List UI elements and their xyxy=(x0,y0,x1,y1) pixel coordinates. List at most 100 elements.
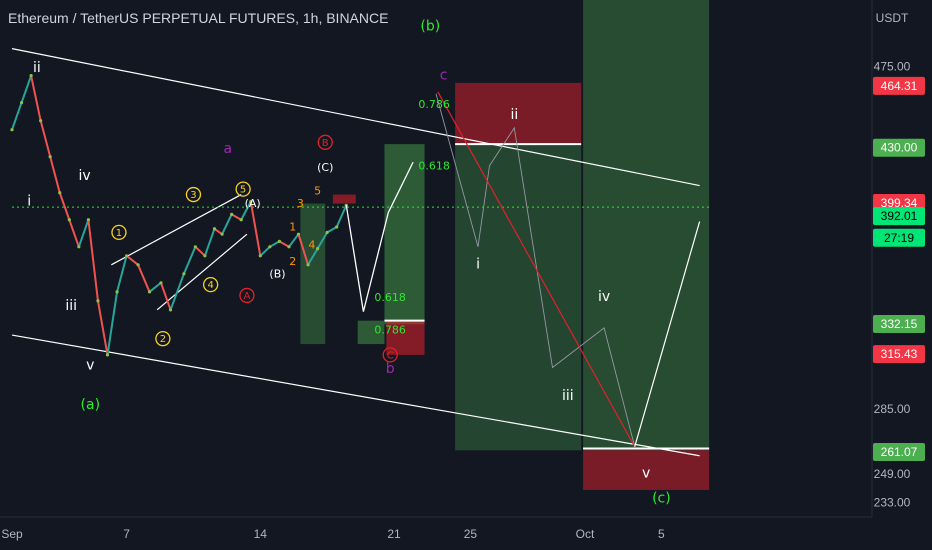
wave-circle xyxy=(185,186,202,203)
wave-circle xyxy=(155,331,171,347)
wave-circle xyxy=(111,224,127,241)
price-label-text: 315.43 xyxy=(881,347,918,361)
price-point xyxy=(147,290,152,294)
price-segment xyxy=(106,290,119,356)
price-point xyxy=(136,263,140,267)
price-point xyxy=(268,245,272,249)
wave-circle-label: B xyxy=(322,138,329,149)
price-segment xyxy=(58,191,71,221)
wave-label: 2 xyxy=(289,255,296,268)
price-segment xyxy=(249,200,262,257)
price-segment xyxy=(335,204,348,228)
projections-layer xyxy=(345,91,701,447)
price-segment xyxy=(307,247,319,266)
y-tick-label: 249.00 xyxy=(874,467,911,481)
price-point xyxy=(159,281,163,285)
price-point xyxy=(125,254,129,258)
price-label-text: 392.01 xyxy=(881,209,918,223)
wave-label: (C) xyxy=(317,161,333,174)
lower-channel xyxy=(11,334,700,457)
zone-green-1 xyxy=(300,203,326,345)
price-segment xyxy=(39,119,52,158)
zone-red-2 xyxy=(386,320,425,355)
y-tick-label: 475.00 xyxy=(874,60,911,74)
wave-circle-label: A xyxy=(244,291,251,302)
price-axis[interactable]: 475.00432.41394.36329.38285.00249.00233.… xyxy=(873,60,925,510)
x-tick-label: 14 xyxy=(254,527,268,541)
price-point xyxy=(249,200,253,204)
annotations-layer: iiiviiiiv(a)(b)cab(C)(A)(B)35142iiiiviii… xyxy=(27,19,670,507)
price-point xyxy=(277,239,281,243)
price-segment xyxy=(49,155,61,194)
upper-channel xyxy=(11,48,700,187)
x-tick-label: 21 xyxy=(387,527,401,541)
wave-circle-label: 2 xyxy=(160,334,166,345)
price-point xyxy=(258,254,262,258)
price-point xyxy=(306,263,310,267)
wave-label: v xyxy=(86,357,94,373)
zone-red-3 xyxy=(455,82,582,145)
price-label-box xyxy=(873,207,925,226)
price-point xyxy=(230,212,234,216)
wave-label: 1 xyxy=(289,221,296,234)
path-b xyxy=(345,161,414,312)
wave-label: v xyxy=(642,465,650,481)
wave-label: c xyxy=(440,67,448,83)
price-layer xyxy=(10,74,348,357)
price-label-text: 430.00 xyxy=(881,141,918,155)
wave-label: ii xyxy=(33,60,41,76)
wave-label: 0.618 xyxy=(374,291,406,304)
path-c xyxy=(437,91,636,447)
zone-red-1 xyxy=(332,194,356,204)
price-segment xyxy=(87,218,99,302)
price-point xyxy=(10,128,14,132)
price-point xyxy=(77,245,81,249)
path-up xyxy=(634,221,701,447)
price-segment xyxy=(287,233,300,248)
wave-circle-label: 5 xyxy=(240,185,246,196)
wave-label: (B) xyxy=(269,267,285,280)
wave-circle xyxy=(239,287,255,304)
wave-circle xyxy=(317,134,333,150)
price-segment xyxy=(194,245,206,257)
price-segment xyxy=(259,245,271,257)
wave-label: b xyxy=(386,361,395,377)
price-label-text: 27:19 xyxy=(884,231,914,245)
wave-label: 0.786 xyxy=(418,98,450,111)
price-point xyxy=(29,74,33,78)
wave-label: (c) xyxy=(652,491,671,507)
wave-circle-label: 1 xyxy=(116,228,122,239)
price-label-box xyxy=(873,443,925,462)
price-label-text: 261.07 xyxy=(881,445,918,459)
zone-green-4 xyxy=(455,144,582,451)
price-point xyxy=(39,119,43,123)
time-axis[interactable]: Sep 7 14 21 25 Oct 5 xyxy=(1,527,665,541)
price-segment xyxy=(137,263,151,293)
wave-circle-label: C xyxy=(387,350,394,361)
wave-circle xyxy=(382,347,398,363)
zones-layer xyxy=(300,0,710,490)
price-segment xyxy=(30,74,42,122)
wave-label: (b) xyxy=(420,19,440,35)
price-label-box xyxy=(873,228,925,247)
price-point xyxy=(239,218,243,222)
price-segment xyxy=(326,225,338,234)
price-segment xyxy=(297,233,310,266)
price-point xyxy=(325,230,329,234)
price-segment xyxy=(169,272,185,311)
zone-green-5 xyxy=(583,0,710,451)
price-label-text: 332.15 xyxy=(881,317,918,331)
price-point xyxy=(48,155,52,159)
wedge-upper xyxy=(111,194,242,266)
wave-label: 0.618 xyxy=(418,159,450,172)
price-segment xyxy=(203,227,216,257)
wave-circle-label: 3 xyxy=(190,190,196,201)
price-label-box xyxy=(873,345,925,364)
zone-green-3 xyxy=(384,144,425,325)
x-tick-label: Oct xyxy=(576,527,595,541)
wave-label: iii xyxy=(562,388,574,404)
wave-label: (a) xyxy=(81,397,101,413)
price-segment xyxy=(68,218,80,248)
price-point xyxy=(287,245,291,249)
